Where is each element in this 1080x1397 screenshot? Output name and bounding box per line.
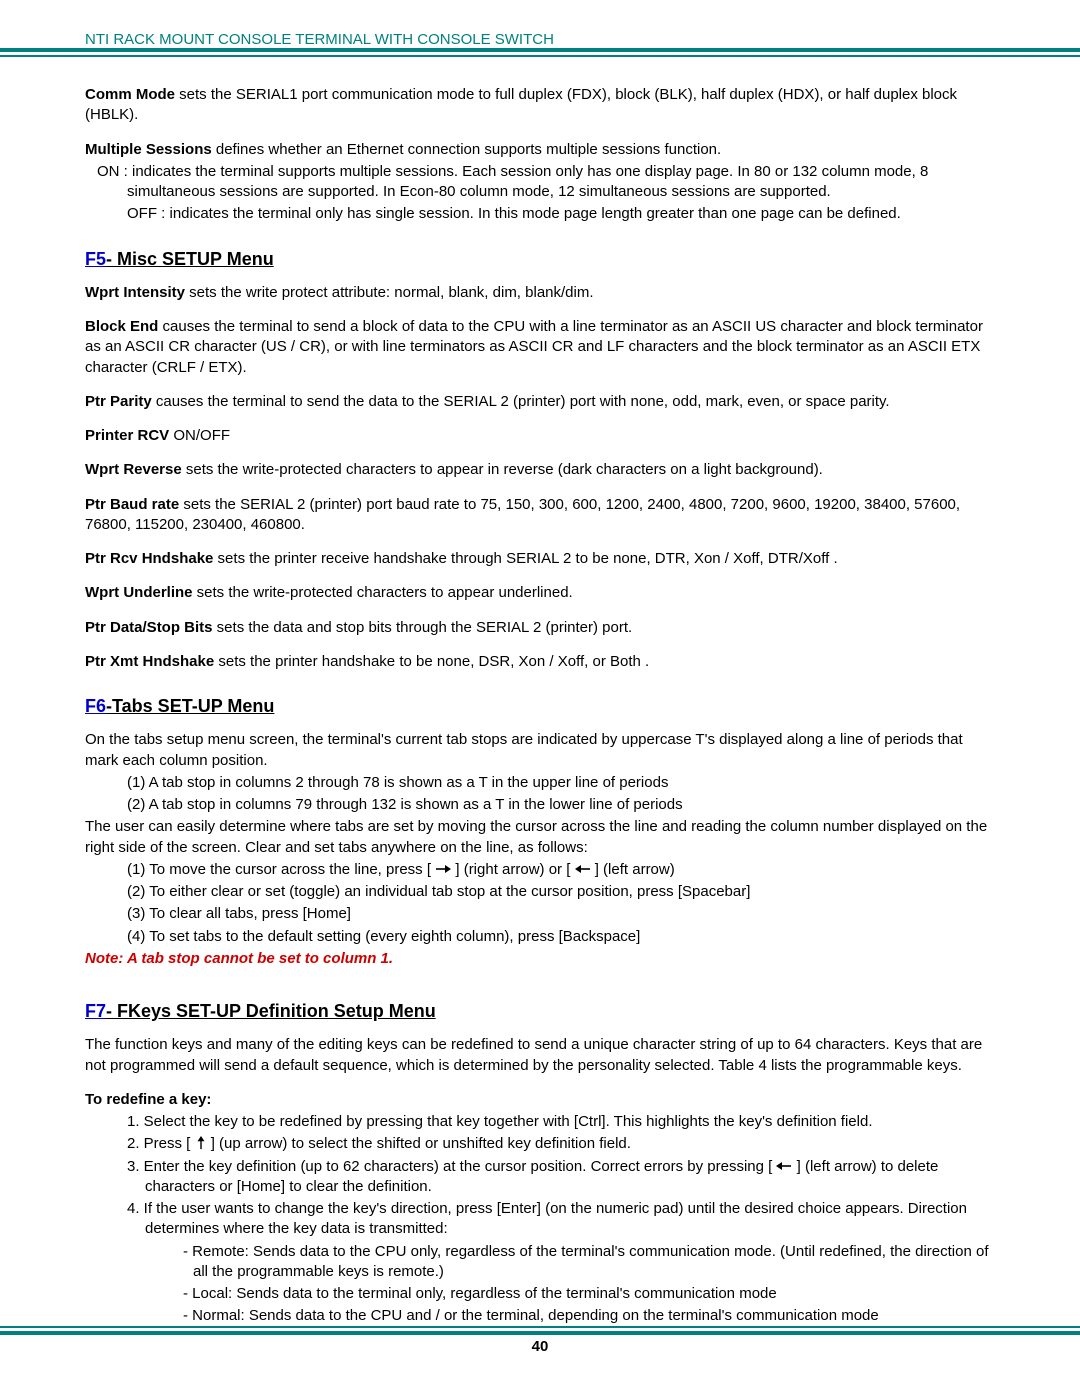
para-ptr-data-stop: Ptr Data/Stop Bits sets the data and sto… [85,618,995,638]
f6-step1b: ] (right arrow) or [ [455,861,574,878]
header-title: NTI RACK MOUNT CONSOLE TERMINAL WITH CON… [85,31,554,48]
label-ptr-parity: Ptr Parity [85,393,152,410]
redef-3: 3. Enter the key definition (up to 62 ch… [85,1157,995,1198]
f6-sub2: (2) A tab stop in columns 79 through 132… [85,795,995,815]
dir-normal: - Normal: Sends data to the CPU and / or… [85,1306,995,1326]
label-comm-mode: Comm Mode [85,86,175,103]
redef-2: 2. Press [ ] (up arrow) to select the sh… [85,1134,995,1154]
heading-f7: F7- FKeys SET-UP Definition Setup Menu [85,999,995,1023]
running-header: NTI RACK MOUNT CONSOLE TERMINAL WITH CON… [85,30,995,50]
f7-intro: The function keys and many of the editin… [85,1035,995,1076]
f6-step1: (1) To move the cursor across the line, … [85,860,995,880]
label-ptr-xmt-h: Ptr Xmt Hndshake [85,653,214,670]
para-ptr-parity: Ptr Parity causes the terminal to send t… [85,392,995,412]
left-arrow-icon [575,863,591,875]
redef-4: 4. If the user wants to change the key's… [85,1199,995,1240]
para-printer-rcv: Printer RCV ON/OFF [85,426,995,446]
body-multiple-sessions: defines whether an Ethernet connection s… [212,141,721,158]
para-multiple-sessions: Multiple Sessions defines whether an Eth… [85,140,995,160]
para-ptr-xmt-h: Ptr Xmt Hndshake sets the printer handsh… [85,652,995,672]
f7-key: F7 [85,1001,106,1021]
label-wprt-intensity: Wprt Intensity [85,284,185,301]
redef-label-line: To redefine a key: [85,1090,995,1110]
body-comm-mode: sets the SERIAL1 port communication mode… [85,86,957,123]
ms-on: ON : indicates the terminal supports mul… [85,162,995,203]
f6-step1c: ] (left arrow) [595,861,675,878]
para-wprt-intensity: Wprt Intensity sets the write protect at… [85,283,995,303]
body-ptr-rcv-h: sets the printer receive handshake throu… [213,550,837,567]
f6-step1a: (1) To move the cursor across the line, … [127,861,435,878]
body-ptr-parity: causes the terminal to send the data to … [152,393,890,410]
f6-sub1: (1) A tab stop in columns 2 through 78 i… [85,773,995,793]
para-ptr-rcv-h: Ptr Rcv Hndshake sets the printer receiv… [85,549,995,569]
f6-step3: (3) To clear all tabs, press [Home] [85,904,995,924]
f6-step4: (4) To set tabs to the default setting (… [85,927,995,947]
body-ptr-data-stop: sets the data and stop bits through the … [213,619,633,636]
para-wprt-underline: Wprt Underline sets the write-protected … [85,583,995,603]
f5-key: F5 [85,249,106,269]
redef-label: To redefine a key: [85,1091,211,1108]
f7-title: - FKeys SET-UP Definition Setup Menu [106,1001,436,1021]
body-ptr-xmt-h: sets the printer handshake to be none, D… [214,653,649,670]
footer-rule [0,1326,1080,1335]
para-comm-mode: Comm Mode sets the SERIAL1 port communic… [85,85,995,126]
label-multiple-sessions: Multiple Sessions [85,141,212,158]
left-arrow-icon-2 [776,1160,792,1172]
label-ptr-rcv-h: Ptr Rcv Hndshake [85,550,213,567]
f6-note: Note: A tab stop cannot be set to column… [85,949,995,969]
body-wprt-underline: sets the write-protected characters to a… [193,584,573,601]
body-wprt-intensity: sets the write protect attribute: normal… [185,284,594,301]
body-block-end: causes the terminal to send a block of d… [85,318,983,376]
heading-f6: F6-Tabs SET-UP Menu [85,694,995,718]
f6-step2: (2) To either clear or set (toggle) an i… [85,882,995,902]
heading-f5: F5- Misc SETUP Menu [85,247,995,271]
dir-remote: - Remote: Sends data to the CPU only, re… [85,1242,995,1283]
dir-local: - Local: Sends data to the terminal only… [85,1284,995,1304]
para-ptr-baud: Ptr Baud rate sets the SERIAL 2 (printer… [85,495,995,536]
body-ptr-baud: sets the SERIAL 2 (printer) port baud ra… [85,496,960,533]
label-ptr-data-stop: Ptr Data/Stop Bits [85,619,213,636]
redef-3a: 3. Enter the key definition (up to 62 ch… [127,1158,776,1175]
right-arrow-icon [435,863,451,875]
label-ptr-baud: Ptr Baud rate [85,496,179,513]
f6-key: F6 [85,696,106,716]
body-wprt-reverse: sets the write-protected characters to a… [182,461,823,478]
redef-2a: 2. Press [ [127,1135,195,1152]
label-block-end: Block End [85,318,158,335]
ms-off: OFF : indicates the terminal only has si… [85,204,995,224]
body-printer-rcv: ON/OFF [169,427,230,444]
para-block-end: Block End causes the terminal to send a … [85,317,995,378]
para-wprt-reverse: Wprt Reverse sets the write-protected ch… [85,460,995,480]
up-arrow-icon [195,1136,207,1150]
f6-title: -Tabs SET-UP Menu [106,696,274,716]
page-body: Comm Mode sets the SERIAL1 port communic… [85,85,995,1329]
label-wprt-reverse: Wprt Reverse [85,461,182,478]
redef-1: 1. Select the key to be redefined by pre… [85,1112,995,1132]
page-number: 40 [0,1337,1080,1357]
redef-2b: ] (up arrow) to select the shifted or un… [211,1135,631,1152]
f6-intro: On the tabs setup menu screen, the termi… [85,730,995,771]
label-wprt-underline: Wprt Underline [85,584,193,601]
f5-title: - Misc SETUP Menu [106,249,274,269]
f6-mid: The user can easily determine where tabs… [85,817,995,858]
label-printer-rcv: Printer RCV [85,427,169,444]
